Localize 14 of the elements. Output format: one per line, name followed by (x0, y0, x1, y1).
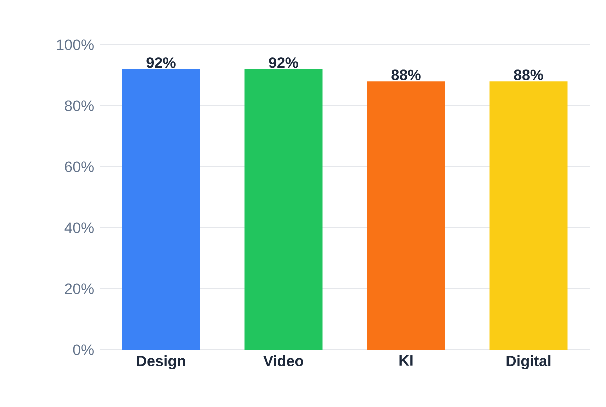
data-label: 88% (514, 70, 544, 80)
y-tick-label: 0% (73, 344, 94, 356)
y-tick-label: 60% (65, 162, 94, 172)
y-tick-label: 40% (64, 222, 94, 234)
y-tick-label: 80% (65, 100, 94, 112)
y-tick-label: 20% (65, 284, 94, 294)
x-tick-label: Design (137, 356, 186, 370)
data-label: 92% (146, 58, 176, 68)
x-tick-label: Video (264, 356, 304, 367)
y-tick-label: 100% (57, 40, 94, 50)
data-label: 92% (269, 58, 298, 68)
x-tick-label: KI (400, 356, 413, 366)
data-label: 88% (392, 70, 421, 80)
x-tick-label: Digital (506, 356, 551, 370)
